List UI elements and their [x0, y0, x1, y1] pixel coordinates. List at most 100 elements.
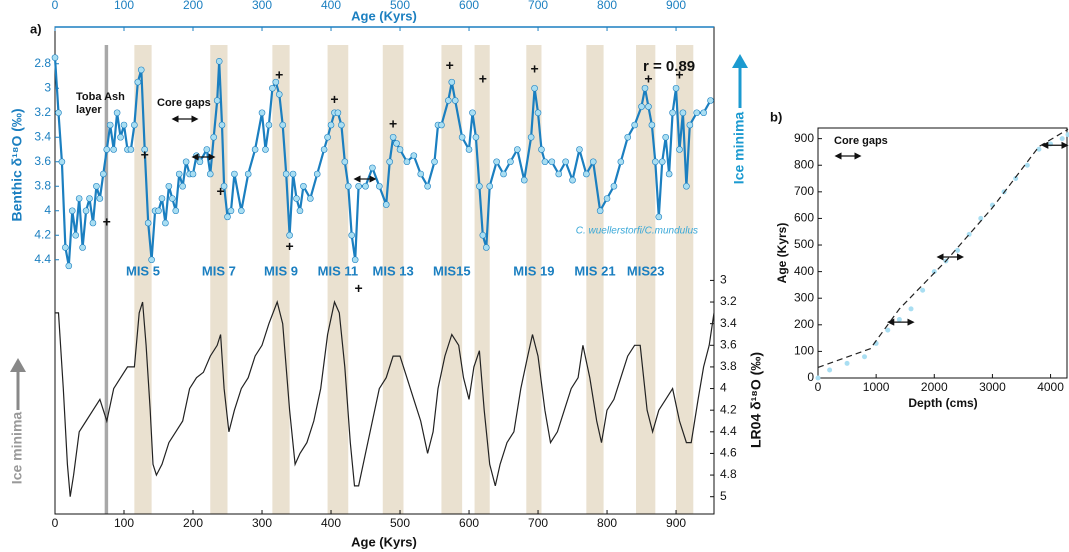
data-point — [272, 78, 280, 86]
tick-label: 800 — [597, 516, 617, 530]
tick-label: 0 — [807, 370, 814, 384]
tick-label: 3.6 — [34, 154, 51, 168]
data-point — [1065, 132, 1069, 138]
data-point — [655, 213, 663, 221]
data-point — [144, 219, 152, 227]
plus-marker: + — [446, 57, 454, 73]
data-point — [113, 109, 121, 117]
data-point — [431, 158, 438, 166]
tick-label: 400 — [321, 516, 341, 530]
dashed-line — [817, 128, 1069, 368]
data-point — [482, 244, 490, 251]
data-point — [386, 158, 393, 166]
data-point — [514, 146, 521, 153]
data-point — [210, 133, 218, 141]
tick-label: 100 — [794, 344, 814, 358]
data-point — [369, 164, 376, 172]
data-point — [451, 97, 459, 104]
tick-label: 0 — [52, 516, 59, 530]
tick-label: 700 — [794, 184, 814, 198]
tick-label: 500 — [390, 0, 410, 12]
data-point — [300, 182, 307, 190]
mis-band — [676, 45, 694, 514]
data-point — [75, 195, 83, 202]
data-point — [279, 121, 287, 129]
data-point — [1059, 136, 1065, 142]
tick-label: 700 — [528, 516, 548, 530]
mis-label: MIS15 — [433, 263, 471, 278]
data-point — [127, 146, 135, 153]
tick-label: 3.4 — [34, 129, 51, 143]
data-point — [215, 57, 223, 65]
data-point — [476, 182, 483, 190]
data-point — [955, 247, 961, 253]
data-point — [652, 158, 659, 166]
toba-label: layer — [76, 104, 102, 116]
data-point — [458, 133, 466, 141]
data-point — [885, 327, 891, 333]
r-label: r = 0.89 — [643, 58, 695, 75]
y-axis-title: Age (Kyrs) — [775, 223, 789, 284]
tick-label: 800 — [794, 157, 814, 171]
data-point — [920, 287, 926, 293]
data-point — [348, 231, 356, 239]
data-point — [141, 146, 149, 153]
data-point — [676, 146, 683, 153]
mis-label: MIS 7 — [202, 263, 236, 278]
tick-label: 2000 — [921, 380, 948, 394]
data-point — [362, 182, 369, 190]
data-point — [438, 121, 445, 129]
data-point — [486, 182, 494, 190]
data-point — [700, 109, 707, 117]
data-point — [672, 84, 680, 92]
data-point — [338, 121, 345, 129]
data-point — [862, 354, 868, 360]
data-point — [258, 109, 266, 117]
data-point — [396, 146, 404, 153]
data-point — [896, 316, 902, 322]
plus-marker: + — [330, 91, 338, 107]
tick-label: 3 — [44, 80, 51, 94]
tick-label: 500 — [390, 516, 410, 530]
tick-label: 4.8 — [720, 467, 737, 481]
data-point — [286, 231, 293, 239]
plus-marker: + — [644, 70, 652, 86]
data-point — [275, 91, 283, 98]
data-point — [244, 170, 252, 178]
data-point — [203, 146, 211, 153]
data-point — [531, 84, 538, 92]
data-point — [51, 54, 59, 61]
data-point — [683, 182, 690, 190]
tick-label: 3000 — [979, 380, 1006, 394]
tick-label: 4.4 — [720, 424, 737, 438]
tick-label: 600 — [794, 211, 814, 225]
data-point — [555, 170, 563, 178]
x2-axis-title: Age (Kyrs) — [351, 8, 417, 23]
data-point — [645, 103, 652, 110]
data-point — [96, 195, 104, 202]
plus-marker: + — [355, 280, 363, 296]
data-point — [238, 207, 245, 215]
data-point — [196, 158, 204, 166]
plus-marker: + — [675, 67, 683, 83]
data-point — [448, 78, 456, 86]
data-point — [534, 109, 542, 117]
data-point — [1013, 176, 1019, 182]
data-point — [269, 84, 276, 92]
data-point — [175, 170, 183, 178]
data-point — [465, 146, 473, 153]
data-point — [815, 375, 821, 381]
data-point — [162, 219, 169, 227]
mis-band — [636, 45, 656, 514]
tick-label: 4000 — [1037, 380, 1064, 394]
x-axis-title: Depth (cms) — [908, 396, 977, 410]
data-point — [479, 231, 487, 239]
data-point — [58, 158, 66, 166]
data-point — [182, 158, 190, 166]
data-point — [665, 170, 673, 178]
data-point — [351, 256, 359, 264]
data-point — [148, 256, 155, 264]
data-line — [55, 300, 715, 497]
data-point — [334, 109, 342, 117]
data-point — [410, 152, 418, 159]
